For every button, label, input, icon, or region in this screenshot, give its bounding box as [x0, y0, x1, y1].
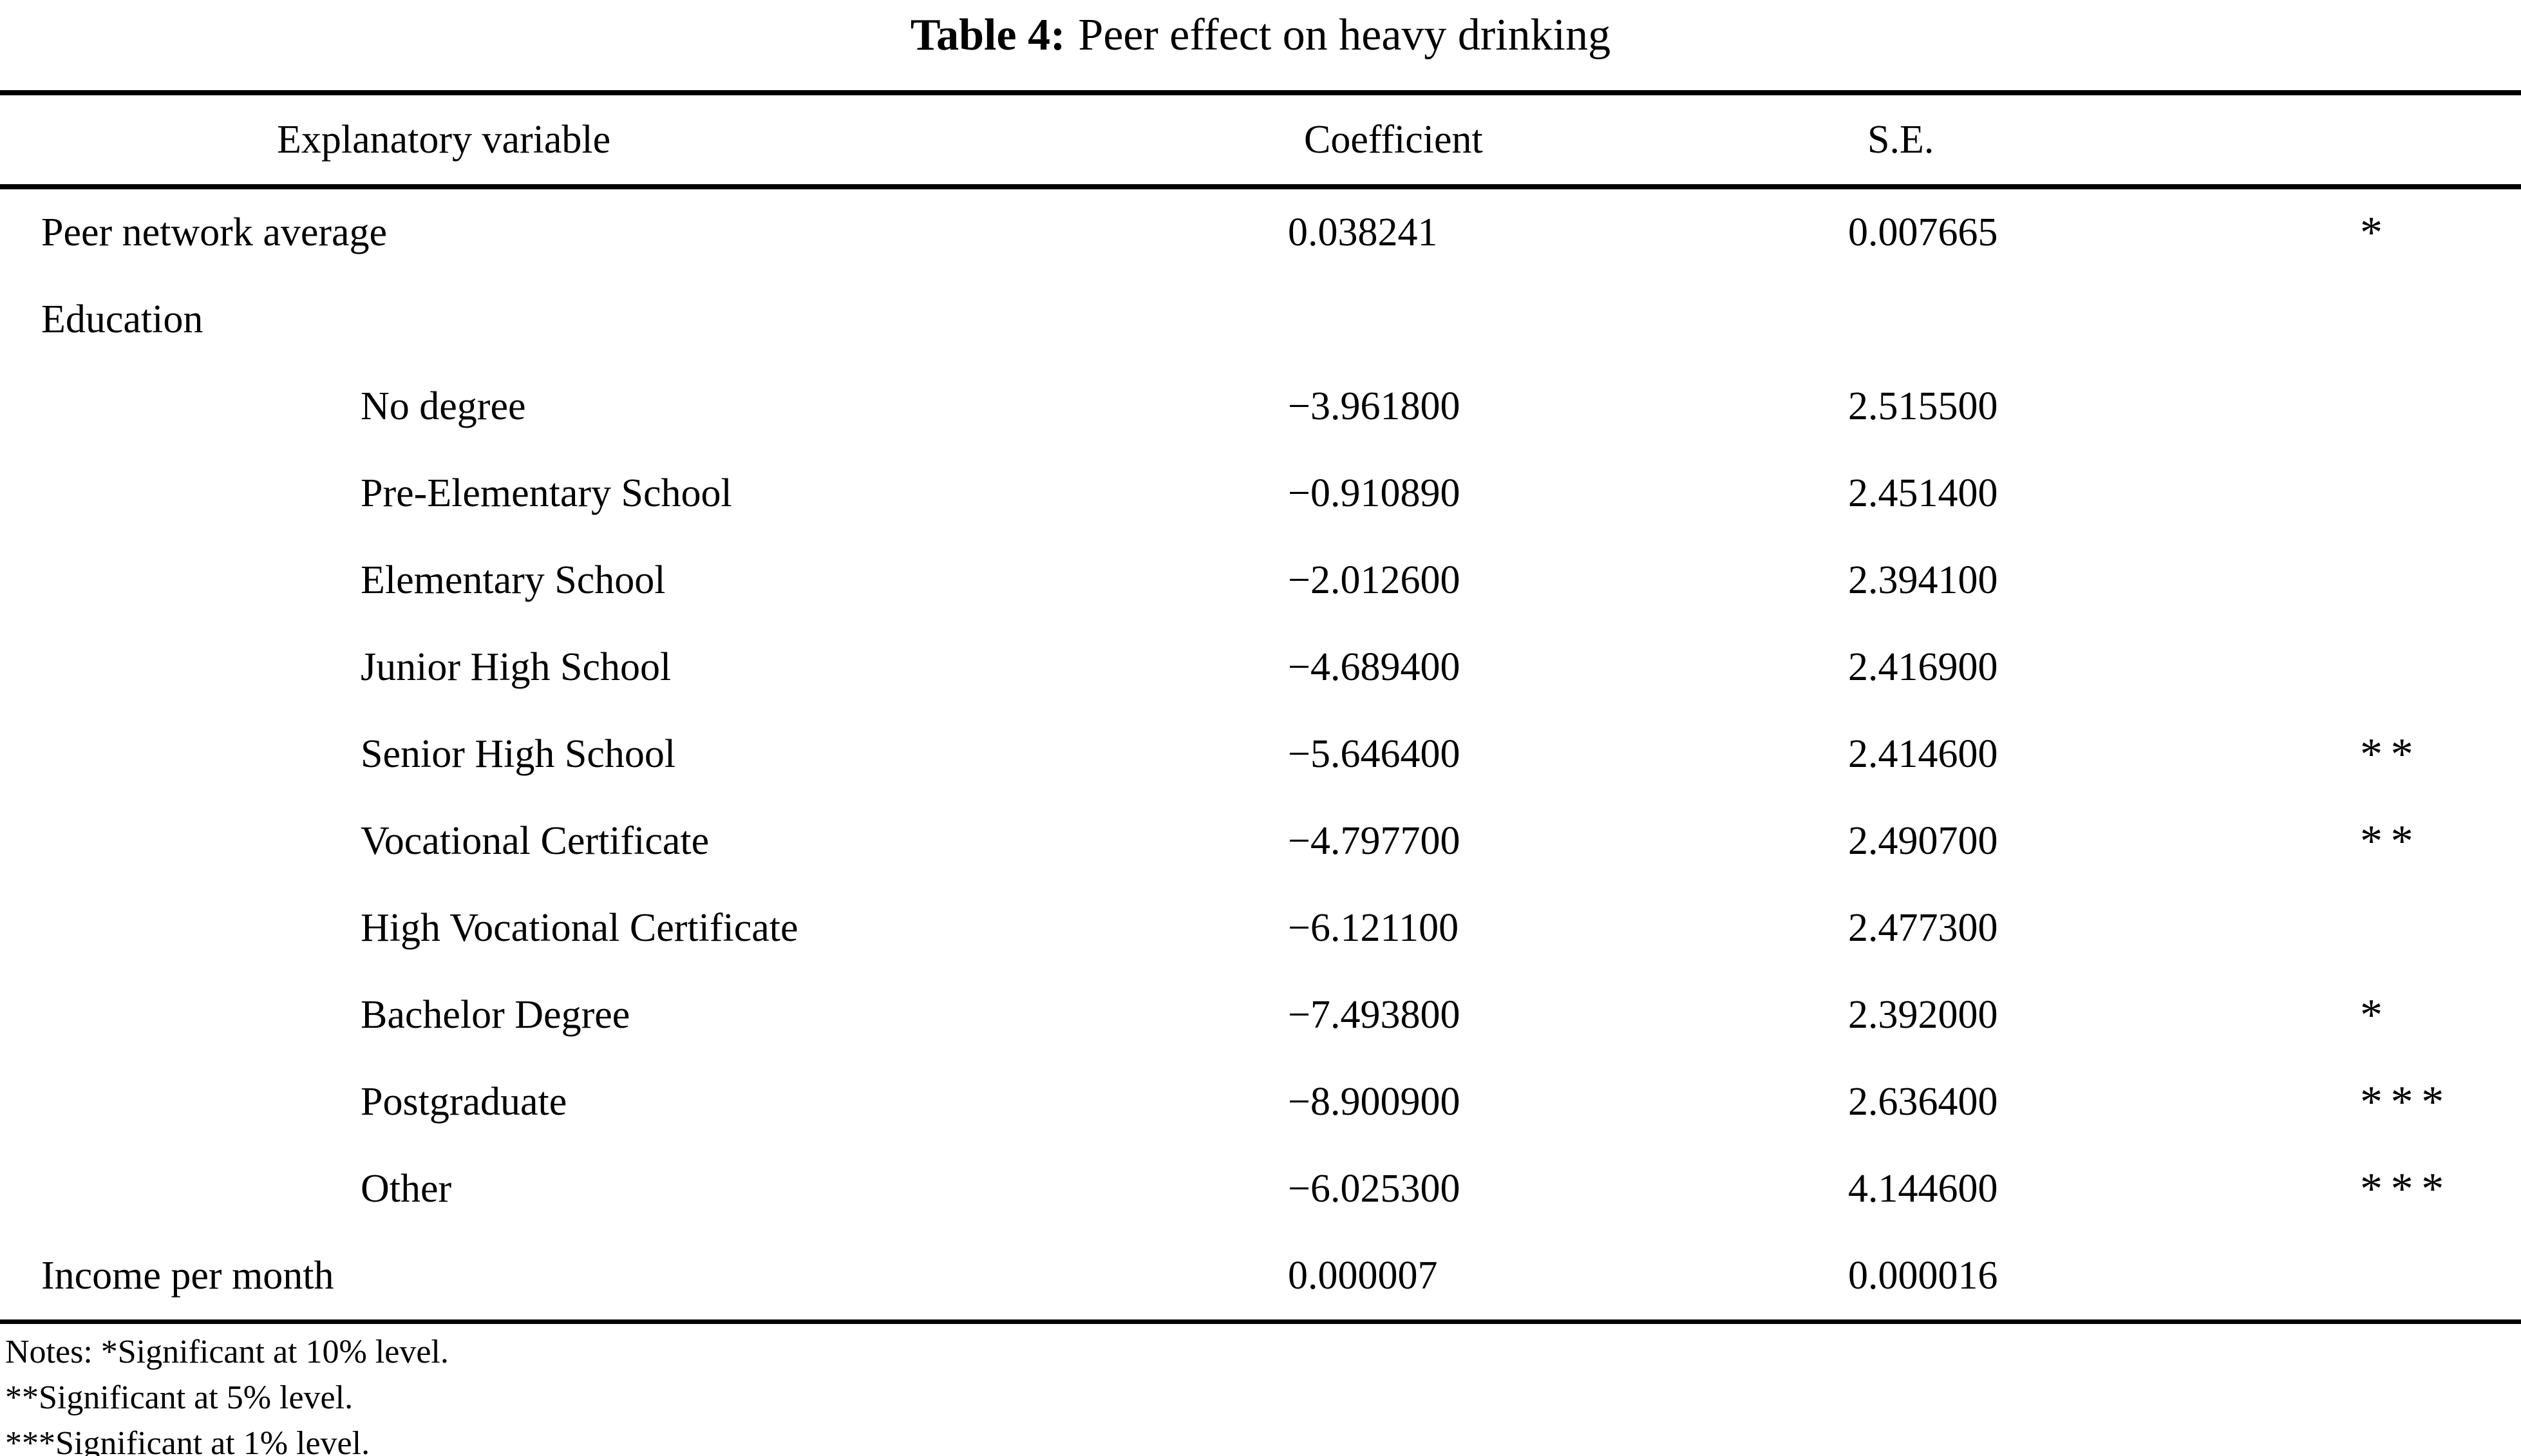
significance-stars: ***	[2360, 1077, 2452, 1127]
row-label: Education	[41, 298, 203, 341]
significance-stars	[2360, 450, 2521, 537]
row-label: Vocational Certificate	[361, 819, 710, 863]
coefficient-value	[1288, 276, 1848, 363]
col-header-se: S.E.	[1848, 93, 2360, 189]
coefficient-value: −2.012600	[1288, 558, 1460, 602]
se-value: 2.451400	[1848, 471, 1998, 515]
coefficient-value: −6.025300	[1288, 1167, 1460, 1211]
se-value: 0.000016	[1848, 1233, 2360, 1324]
coefficient-value: 0.038241	[1288, 211, 1438, 254]
significance-stars	[2360, 363, 2521, 450]
se-value: 2.394100	[1848, 558, 1998, 602]
coefficient-value: −8.900900	[1288, 1080, 1460, 1124]
se-value	[1848, 276, 2360, 363]
significance-stars: **	[2360, 816, 2422, 866]
coefficient-value: −5.646400	[1288, 732, 1460, 776]
table-row: Pre-Elementary School −0.910890 2.451400	[0, 450, 2521, 537]
table-row: Postgraduate −8.900900 2.636400 ***	[0, 1059, 2521, 1146]
table-row: High Vocational Certificate −6.121100 2.…	[0, 885, 2521, 972]
table-caption: Table 4: Peer effect on heavy drinking	[0, 10, 2521, 60]
significance-stars	[2360, 885, 2521, 972]
table-row: Bachelor Degree −7.493800 2.392000 *	[0, 972, 2521, 1059]
row-label: Income per month	[0, 1233, 1288, 1324]
row-label: High Vocational Certificate	[361, 906, 798, 950]
table-title-text: Peer effect on heavy drinking	[1078, 10, 1611, 60]
table-row: No degree −3.961800 2.515500	[0, 363, 2521, 450]
se-value: 2.636400	[1848, 1080, 1998, 1124]
significance-stars: ***	[2360, 1164, 2452, 1214]
table-notes: Notes: *Significant at 10% level. **Sign…	[5, 1329, 449, 1456]
col-header-explanatory-variable: Explanatory variable	[0, 93, 1288, 189]
header-row: Explanatory variable Coefficient S.E.	[0, 93, 2521, 189]
note-line-5pct: **Significant at 5% level.	[5, 1379, 354, 1416]
table-body: Peer network average 0.038241 0.007665 *…	[0, 187, 2521, 1324]
se-value: 2.515500	[1848, 384, 1998, 428]
significance-stars	[2360, 276, 2521, 363]
se-value: 2.392000	[1848, 993, 1998, 1037]
table-row: Vocational Certificate −4.797700 2.49070…	[0, 798, 2521, 885]
row-label: Junior High School	[361, 645, 672, 689]
row-label: Elementary School	[361, 558, 666, 602]
coefficient-value: −0.910890	[1288, 471, 1460, 515]
se-value: 2.414600	[1848, 732, 1998, 776]
se-value: 0.007665	[1848, 211, 1998, 254]
table-row: Other −6.025300 4.144600 ***	[0, 1146, 2521, 1233]
table-row: Senior High School −5.646400 2.414600 **	[0, 711, 2521, 798]
table-row: Elementary School −2.012600 2.394100	[0, 537, 2521, 624]
table-number: Table 4:	[910, 10, 1066, 60]
coefficient-value: 0.000007	[1288, 1233, 1848, 1324]
row-label: Other	[361, 1167, 452, 1211]
results-table: Explanatory variable Coefficient S.E. Pe…	[0, 90, 2521, 1324]
significance-stars: *	[2360, 207, 2391, 258]
row-label: Senior High School	[361, 732, 676, 776]
col-header-coefficient: Coefficient	[1288, 93, 1848, 189]
note-line-10pct: Notes: *Significant at 10% level.	[5, 1334, 449, 1370]
coefficient-value: −4.689400	[1288, 645, 1460, 689]
significance-stars	[2360, 537, 2521, 624]
significance-stars	[2360, 1233, 2521, 1324]
row-label: Pre-Elementary School	[361, 471, 732, 515]
se-value: 2.416900	[1848, 645, 1998, 689]
coefficient-value: −7.493800	[1288, 993, 1460, 1037]
coefficient-value: −4.797700	[1288, 819, 1460, 863]
table-row: Education	[0, 276, 2521, 363]
se-value: 2.490700	[1848, 819, 1998, 863]
coefficient-value: −6.121100	[1288, 906, 1459, 950]
table-row: Junior High School −4.689400 2.416900	[0, 624, 2521, 711]
significance-stars	[2360, 624, 2521, 711]
col-header-significance	[2360, 93, 2521, 189]
se-value: 2.477300	[1848, 906, 1998, 950]
se-value: 4.144600	[1848, 1167, 1998, 1211]
row-label: No degree	[361, 384, 526, 428]
note-line-1pct: ***Significant at 1% level.	[5, 1425, 370, 1456]
table-row: Peer network average 0.038241 0.007665 *	[0, 187, 2521, 276]
row-label: Bachelor Degree	[361, 993, 630, 1037]
row-label: Postgraduate	[361, 1080, 567, 1124]
row-label: Peer network average	[41, 211, 388, 254]
table-row: Income per month 0.000007 0.000016	[0, 1233, 2521, 1324]
coefficient-value: −3.961800	[1288, 384, 1460, 428]
significance-stars: *	[2360, 990, 2391, 1040]
significance-stars: **	[2360, 729, 2422, 779]
